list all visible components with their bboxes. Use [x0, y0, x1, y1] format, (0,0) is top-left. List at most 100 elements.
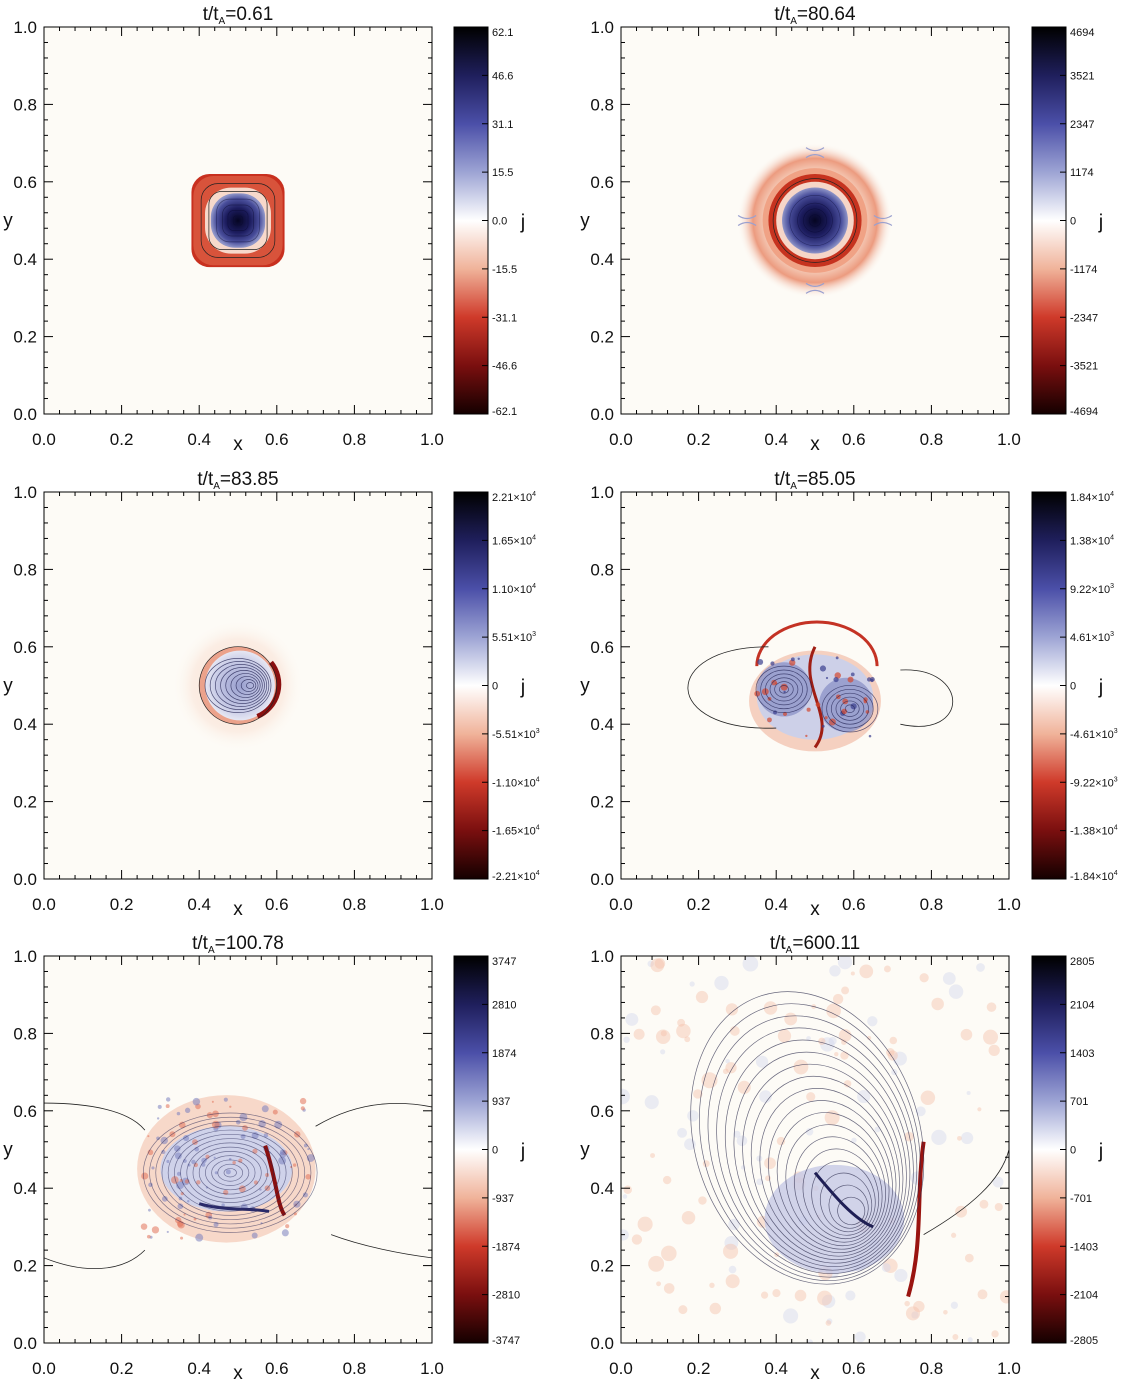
turbulent-feature — [868, 734, 872, 738]
colorbar-tick-label: 4694 — [1070, 27, 1094, 39]
turbulent-feature — [242, 1125, 248, 1131]
y-tick-label: 0.8 — [13, 1024, 37, 1043]
turbulent-feature — [662, 1175, 672, 1185]
colorbar-tick-label: -1.38×104 — [1070, 825, 1118, 838]
colorbar-tick-label: 9.22×103 — [1070, 583, 1114, 596]
x-tick-label: 0.2 — [110, 895, 134, 914]
colorbar-tick-label: -937 — [492, 1193, 514, 1205]
y-tick-label: 1.0 — [13, 947, 37, 966]
turbulent-feature — [676, 1023, 691, 1039]
turbulent-feature — [656, 1281, 662, 1287]
turbulent-feature — [952, 1333, 959, 1340]
plot-frame — [620, 955, 1010, 1344]
x-axis-label: x — [233, 1363, 243, 1382]
turbulent-feature — [886, 1048, 895, 1057]
positive-current-core — [210, 193, 266, 248]
x-tick-label: 0.2 — [687, 1359, 711, 1378]
turbulent-feature — [146, 1234, 151, 1239]
colorbar-tick-label: 1.38×104 — [1070, 534, 1114, 547]
turbulent-feature — [777, 1029, 792, 1043]
contour-line — [698, 1003, 921, 1282]
x-tick-label: 1.0 — [997, 1359, 1021, 1378]
x-tick-label: 0.4 — [187, 1359, 211, 1378]
contour-line — [208, 191, 268, 250]
turbulent-feature — [285, 1224, 290, 1229]
y-tick-label: 0.8 — [590, 560, 614, 579]
colorbar-tick-label: -2347 — [1070, 312, 1098, 324]
contour-line — [315, 1102, 432, 1127]
x-point-marker — [873, 214, 893, 227]
colorbar-tick-label: 1.65×104 — [492, 534, 536, 547]
contour-line — [198, 1151, 262, 1195]
turbulent-feature — [695, 990, 709, 1004]
turbulent-feature — [931, 997, 944, 1011]
turbulent-feature — [759, 1090, 772, 1103]
panel-1: 0.0 0.2 0.4 0.6 0.8 1.0 0.0 0.2 0.4 0.6 0.8 1.0 x y t/… — [3, 4, 525, 455]
turbulent-feature — [835, 656, 839, 660]
y-axis-label: y — [580, 211, 590, 232]
contour-line — [192, 1146, 268, 1199]
y-tick-label: 0.8 — [13, 95, 37, 114]
turbulent-feature — [819, 665, 827, 672]
colorbar-tick-label: -4694 — [1070, 406, 1098, 418]
contour-line — [820, 1172, 873, 1233]
colorbar-tick-label: 2.21×104 — [492, 491, 536, 504]
turbulent-feature — [837, 956, 853, 970]
plot-frame — [43, 955, 433, 1344]
panel-5: 0.0 0.2 0.4 0.6 0.8 1.0 0.0 0.2 0.4 0.6 0.8 1.0 x y t/… — [3, 933, 525, 1382]
contour-line — [821, 685, 879, 733]
turbulent-feature — [824, 716, 828, 720]
contour-line — [232, 215, 244, 226]
panel-3: 0.0 0.2 0.4 0.6 0.8 1.0 0.0 0.2 0.4 0.6 0.8 1.0 x y t/… — [3, 469, 540, 920]
turbulent-feature — [834, 1051, 839, 1057]
contour-line — [204, 657, 272, 714]
y-tick-label: 0.4 — [13, 1179, 37, 1198]
turbulent-feature — [725, 1062, 737, 1074]
turbulent-feature — [299, 1097, 307, 1105]
turbulent-feature — [867, 1035, 872, 1041]
turbulent-feature — [783, 690, 786, 694]
turbulent-feature — [850, 971, 855, 976]
y-tick-label: 0.0 — [590, 870, 614, 889]
colorbar-tick-label: -1874 — [492, 1241, 520, 1253]
x-tick-label: 0.0 — [32, 1359, 56, 1378]
turbulent-feature — [177, 1203, 184, 1210]
y-tick-label: 0.2 — [13, 328, 37, 347]
colorbar-tick-label: 2347 — [1070, 119, 1094, 131]
panel-title: t/tA=85.05 — [774, 469, 855, 492]
y-tick-label: 1.0 — [590, 18, 614, 37]
turbulent-feature — [919, 973, 929, 983]
turbulent-feature — [180, 1236, 184, 1240]
current-sheet — [198, 1202, 270, 1213]
contour-line — [900, 669, 953, 727]
colorbar-tick-label: 937 — [492, 1096, 510, 1108]
axis-ticks — [620, 955, 1010, 1344]
current-sheet — [808, 646, 824, 749]
panel-6: 0.0 0.2 0.4 0.6 0.8 1.0 0.0 0.2 0.4 0.6 0.8 1.0 x y t/… — [580, 933, 1103, 1382]
turbulent-feature — [141, 1172, 149, 1180]
x-tick-label: 0.6 — [265, 1359, 289, 1378]
current-sheet — [263, 1144, 287, 1217]
contour-line — [760, 669, 808, 710]
turbulent-feature — [148, 1208, 151, 1212]
panel-title: t/tA=0.61 — [203, 4, 274, 27]
turbulent-feature — [174, 1145, 181, 1152]
current-density-field — [172, 619, 304, 752]
turbulent-feature — [663, 1283, 675, 1294]
turbulent-feature — [942, 972, 956, 985]
colorbar-tick-label: 3521 — [1070, 70, 1094, 82]
turbulent-feature — [892, 1051, 907, 1066]
contour-line — [768, 1100, 893, 1254]
turbulent-feature — [722, 1068, 729, 1075]
contour-line — [774, 681, 794, 698]
x-tick-label: 0.0 — [609, 1359, 633, 1378]
contour-line — [227, 210, 249, 231]
x-tick-label: 0.0 — [32, 895, 56, 914]
turbulent-feature — [681, 1210, 696, 1225]
contour-line — [844, 704, 855, 713]
colorbar-tick-label: -5.51×103 — [492, 728, 540, 741]
turbulent-feature — [644, 1095, 659, 1110]
turbulent-feature — [156, 1136, 160, 1141]
turbulent-feature — [196, 1180, 201, 1185]
turbulent-feature — [303, 1143, 308, 1148]
